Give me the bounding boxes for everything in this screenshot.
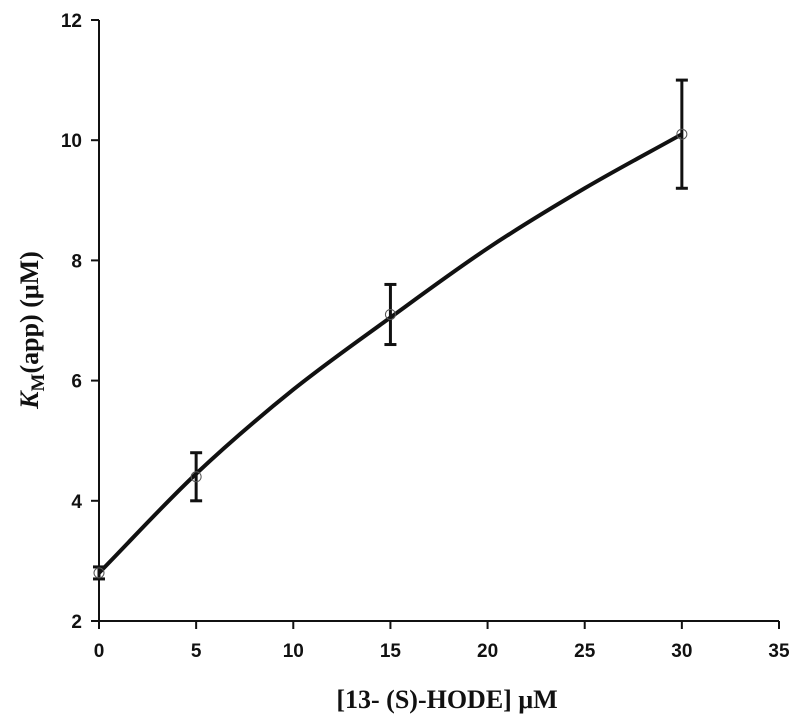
- y-tick-label: 2: [71, 612, 82, 633]
- y-axis-title-symbol: K: [15, 390, 44, 410]
- y-ticks: 2 4 6 8 10 12: [61, 11, 99, 633]
- x-ticks: 0 5 10 15 20 25 30 35: [94, 621, 790, 662]
- x-tick-label: 30: [671, 641, 692, 662]
- error-bar: [675, 78, 688, 190]
- y-tick-label: 8: [71, 251, 82, 272]
- x-tick-label: 10: [283, 641, 304, 662]
- x-tick-label: 5: [191, 641, 202, 662]
- error-bar: [190, 451, 203, 503]
- x-tick-label: 15: [380, 641, 402, 662]
- data-point: [384, 308, 396, 320]
- y-tick-label: 6: [71, 372, 82, 393]
- y-tick-label: 12: [61, 11, 82, 32]
- axes: [98, 20, 779, 622]
- error-bar: [384, 282, 397, 347]
- error-bar: [93, 565, 105, 581]
- fit-curve: [97, 132, 683, 575]
- x-axis-title: [13- (S)-HODE] μM: [336, 685, 557, 714]
- x-tick-label: 25: [574, 641, 596, 662]
- data-point: [190, 471, 202, 483]
- x-tick-label: 35: [768, 641, 790, 662]
- fit-curve-group: [97, 132, 683, 575]
- y-tick-label: 4: [71, 492, 82, 513]
- y-tick-label: 10: [61, 131, 82, 152]
- y-axis-title: KM(app) (μM): [15, 251, 49, 410]
- x-tick-label: 20: [477, 641, 498, 662]
- y-axis-title-rest: (app) (μM): [15, 251, 44, 373]
- data-points: [93, 128, 688, 579]
- y-axis-title-subscript: M: [28, 373, 49, 391]
- x-tick-label: 0: [94, 641, 105, 662]
- data-point: [676, 128, 688, 140]
- data-point: [93, 567, 105, 579]
- error-bars: [93, 78, 688, 581]
